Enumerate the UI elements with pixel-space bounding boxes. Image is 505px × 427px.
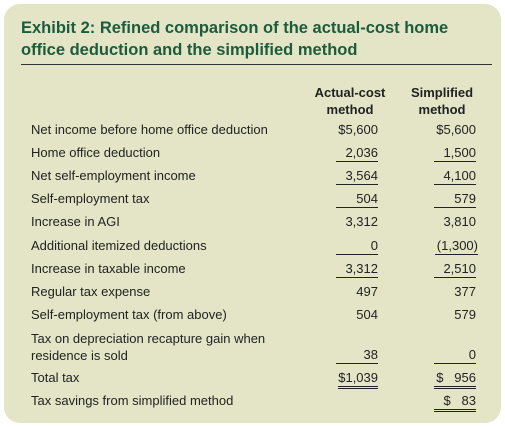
column-header-simplified-line2: method [418,102,466,117]
column-header-simplified: Simplified method [404,84,480,118]
row-label: Self-employment tax [31,191,150,206]
row-label: Net self-employment income [31,168,196,183]
simplified-value: 377 [454,284,476,299]
row-label: Total tax [31,370,80,385]
row-label: Tax savings from simplified method [31,393,234,408]
row-label: Net income before home office deduction [31,122,268,137]
dollar-sign: $ [443,393,451,408]
simplified-value: 83 [461,393,476,408]
simplified-value: $5,600 [436,122,476,137]
actual-cost-value: 3,564 [336,168,378,185]
simplified-savings-cell: $83 [434,393,476,412]
exhibit-title: Exhibit 2: Refined comparison of the act… [21,19,449,59]
row-label: Increase in AGI [31,214,120,229]
column-header-actual-cost: Actual-cost method [310,84,390,118]
actual-cost-value: $5,600 [338,122,378,137]
actual-cost-value: 2,036 [336,145,378,162]
actual-cost-value: 3,312 [345,214,378,229]
simplified-value: 956 [454,370,476,385]
simplified-total-cell: $956 [434,370,476,389]
row-label: Regular tax expense [31,284,151,299]
row-label: Tax on depreciation recapture gain when … [31,330,265,364]
title-divider [21,64,492,65]
row-label: Increase in taxable income [31,261,186,276]
simplified-value: 3,810 [443,214,476,229]
actual-cost-value: 3,312 [336,261,378,278]
row-label: Additional itemized deductions [31,238,207,253]
simplified-value: 2,510 [434,261,476,278]
simplified-value: 579 [434,191,476,208]
row-label: Self-employment tax (from above) [31,307,227,322]
exhibit-panel: Exhibit 2: Refined comparison of the act… [4,4,501,423]
actual-cost-value: 38 [336,347,378,364]
simplified-value: 4,100 [434,168,476,185]
row-label-line2: residence is sold [31,348,128,363]
column-header-actual-cost-line1: Actual-cost [314,85,386,100]
column-header-actual-cost-line2: method [326,102,374,117]
row-label: Home office deduction [31,145,161,160]
dollar-sign: $ [436,370,444,385]
row-label-line1: Tax on depreciation recapture gain when [31,331,266,346]
simplified-value: 579 [454,307,476,322]
actual-cost-value: 497 [356,284,378,299]
simplified-value: 1,500 [434,145,476,162]
actual-cost-value: $1,039 [338,370,378,389]
simplified-value: 0 [434,347,476,364]
actual-cost-value: 504 [356,307,378,322]
actual-cost-value: 0 [336,238,378,255]
column-header-simplified-line1: Simplified [410,85,474,100]
actual-cost-value: 504 [336,191,378,208]
simplified-value: (1,300) [434,238,478,255]
